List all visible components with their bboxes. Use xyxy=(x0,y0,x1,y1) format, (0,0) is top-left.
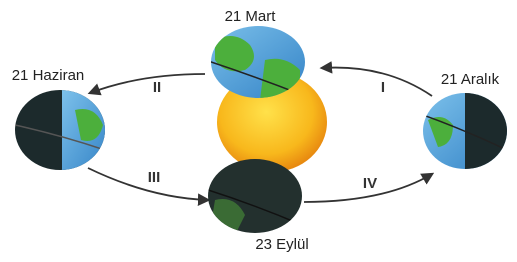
earth-december xyxy=(420,90,515,175)
earth-june xyxy=(10,85,120,175)
date-label: 21 Haziran xyxy=(12,67,85,84)
seasons-diagram: 21 Mart 21 Haziran 21 Aralık 23 Eylül I … xyxy=(0,0,517,262)
arrow xyxy=(322,68,432,96)
date-label: 21 Mart xyxy=(225,8,277,25)
arrow-label: III xyxy=(148,169,161,186)
date-label: 21 Aralık xyxy=(441,71,500,88)
date-label: 23 Eylül xyxy=(255,236,308,253)
arrow xyxy=(90,74,205,93)
arrow-label: IV xyxy=(363,175,377,192)
arrow-label: II xyxy=(153,79,161,96)
arrow-label: I xyxy=(381,79,385,96)
